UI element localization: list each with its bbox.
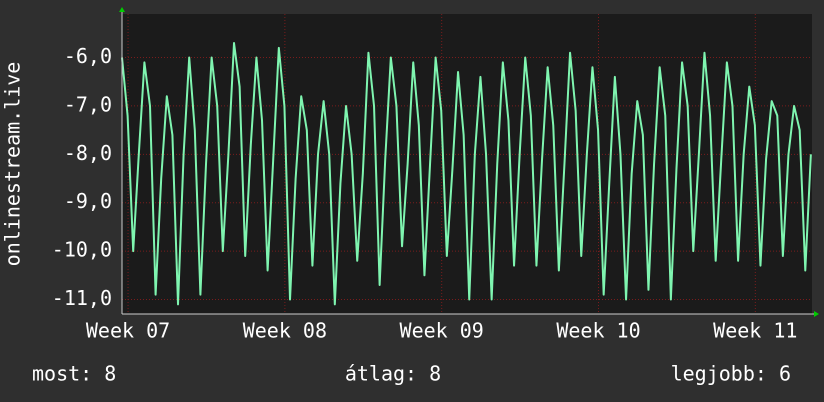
y-axis-arrow [119,7,125,12]
y-tick-label: -10,0 [52,238,112,262]
y-tick-label: -8,0 [64,141,112,165]
stat-max: legjobb: 6 [671,362,791,386]
x-tick-label: Week 11 [713,319,797,343]
y-tick-label: -9,0 [64,189,112,213]
y-tick-label: -11,0 [52,286,112,310]
marks [121,42,812,306]
x-tick-label: Week 07 [86,319,170,343]
x-axis-arrow [814,311,819,317]
y-axis-label: onlinestream.live [1,62,25,267]
x-tick-label: Week 08 [243,319,327,343]
data-line [121,42,812,306]
plot-area [122,14,812,314]
stat-current: most: 8 [32,362,116,386]
stat-average: átlag: 8 [345,362,441,386]
y-tick-label: -6,0 [64,44,112,68]
x-tick-label: Week 09 [400,319,484,343]
y-tick-label: -7,0 [64,92,112,116]
x-tick-label: Week 10 [556,319,640,343]
